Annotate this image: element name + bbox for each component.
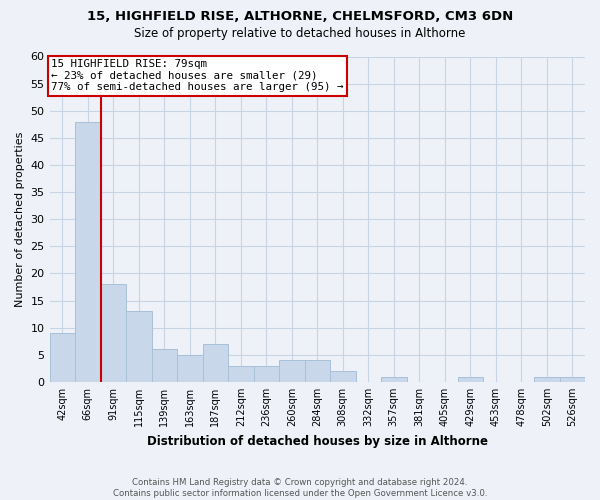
- Bar: [381, 376, 407, 382]
- Bar: [50, 333, 75, 382]
- Text: 15 HIGHFIELD RISE: 79sqm
← 23% of detached houses are smaller (29)
77% of semi-d: 15 HIGHFIELD RISE: 79sqm ← 23% of detach…: [51, 59, 343, 92]
- Bar: [305, 360, 330, 382]
- Bar: [228, 366, 254, 382]
- Bar: [75, 122, 101, 382]
- Bar: [126, 312, 152, 382]
- Bar: [203, 344, 228, 382]
- Text: Size of property relative to detached houses in Althorne: Size of property relative to detached ho…: [134, 28, 466, 40]
- Bar: [254, 366, 279, 382]
- X-axis label: Distribution of detached houses by size in Althorne: Distribution of detached houses by size …: [147, 434, 488, 448]
- Y-axis label: Number of detached properties: Number of detached properties: [15, 132, 25, 307]
- Bar: [279, 360, 305, 382]
- Bar: [152, 350, 177, 382]
- Bar: [560, 376, 585, 382]
- Bar: [534, 376, 560, 382]
- Bar: [101, 284, 126, 382]
- Bar: [177, 355, 203, 382]
- Bar: [458, 376, 483, 382]
- Bar: [330, 371, 356, 382]
- Text: 15, HIGHFIELD RISE, ALTHORNE, CHELMSFORD, CM3 6DN: 15, HIGHFIELD RISE, ALTHORNE, CHELMSFORD…: [87, 10, 513, 23]
- Text: Contains HM Land Registry data © Crown copyright and database right 2024.
Contai: Contains HM Land Registry data © Crown c…: [113, 478, 487, 498]
